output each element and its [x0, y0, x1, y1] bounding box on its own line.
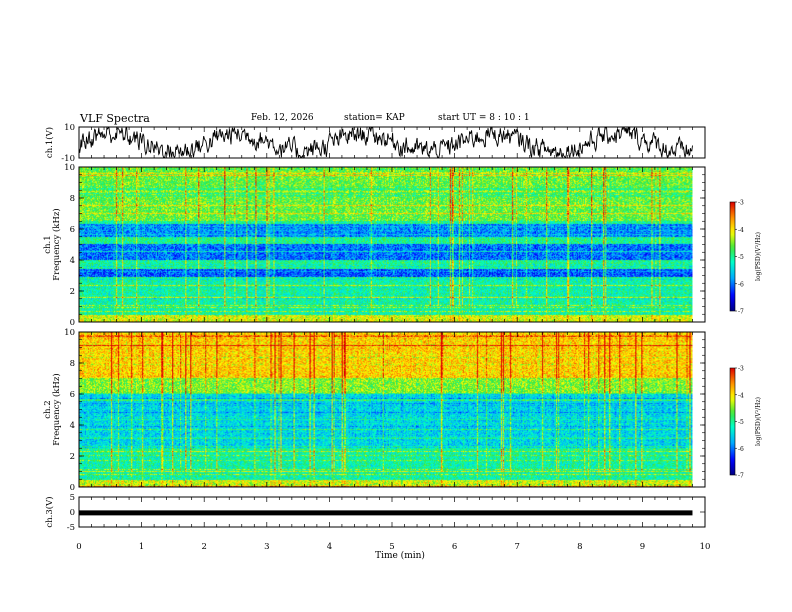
- ch1-spectrogram-image: [79, 167, 693, 322]
- y-tick-label: 6: [70, 225, 75, 235]
- y-tick-label: 5: [70, 493, 75, 503]
- y-tick-label: -10: [61, 154, 75, 164]
- y-tick-label: 4: [70, 256, 75, 266]
- y-tick-label: 0: [70, 508, 75, 518]
- colorbar-ch2: [729, 367, 736, 476]
- colorbar-label: log(PSD)(V²/Hz): [755, 397, 762, 446]
- colorbar-tick-label: -6: [738, 446, 744, 453]
- y-tick-label: 4: [70, 421, 75, 431]
- station-label: station= KAP: [344, 113, 405, 123]
- colorbar-tick-label: -4: [738, 392, 744, 399]
- y-tick-label: -5: [67, 523, 75, 533]
- x-tick-label: 4: [327, 542, 332, 552]
- y-axis-label: ch.1: [43, 235, 53, 253]
- x-tick-label: 6: [452, 542, 457, 552]
- y-axis-label: ch.2: [43, 400, 53, 418]
- y-tick-label: 0: [70, 318, 75, 328]
- colorbar-tick-label: -3: [738, 366, 744, 373]
- colorbar-label: log(PSD)(V²/Hz): [755, 232, 762, 281]
- y-axis-label: ch.3(V): [44, 496, 55, 527]
- colorbar-tick-label: -7: [738, 473, 744, 480]
- y-tick-label: 10: [64, 163, 75, 173]
- y-tick-label: 8: [70, 359, 75, 369]
- colorbar-ch1: [729, 201, 736, 312]
- x-tick-label: 0: [76, 542, 81, 552]
- y-axis-label: Frequency (kHz): [51, 208, 62, 280]
- colorbar-tick-label: -5: [738, 419, 744, 426]
- y-tick-label: 8: [70, 194, 75, 204]
- start-time-label: start UT = 8 : 10 : 1: [438, 113, 530, 123]
- y-tick-label: 2: [70, 452, 75, 462]
- x-tick-label: 9: [640, 542, 645, 552]
- colorbar-tick-label: -3: [738, 200, 744, 207]
- y-axis-label: Frequency (kHz): [51, 373, 62, 445]
- ch2-spectrogram-image: [79, 332, 693, 487]
- y-tick-label: 2: [70, 287, 75, 297]
- y-tick-label: 10: [64, 328, 75, 338]
- ch1-waveform-line: [78, 126, 693, 159]
- x-tick-label: 7: [514, 542, 519, 552]
- figure-title: VLF Spectra: [80, 112, 150, 125]
- x-tick-label: 8: [577, 542, 582, 552]
- colorbar-tick-label: -5: [738, 254, 744, 261]
- y-tick-label: 0: [70, 483, 75, 493]
- colorbar-tick-label: -6: [738, 281, 744, 288]
- colorbar-tick-label: -7: [738, 309, 744, 316]
- y-tick-label: 6: [70, 390, 75, 400]
- colorbar-tick-label: -4: [738, 227, 744, 234]
- recording-date: Feb. 12, 2026: [251, 113, 314, 123]
- x-tick-label: 5: [389, 542, 394, 552]
- x-tick-label: 10: [700, 542, 711, 552]
- x-tick-label: 2: [201, 542, 206, 552]
- y-tick-label: 10: [64, 123, 75, 133]
- y-axis-label: ch.1(V): [44, 127, 55, 158]
- x-tick-label: 1: [139, 542, 144, 552]
- x-axis-label: Time (min): [375, 550, 425, 561]
- x-tick-label: 3: [264, 542, 269, 552]
